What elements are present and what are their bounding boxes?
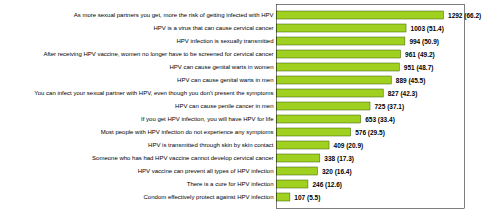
svg-text:You can infect your sexual par: You can infect your sexual partner with … (34, 90, 273, 96)
svg-text:HPV vaccine can prevent all ty: HPV vaccine can prevent all types of HPV… (138, 168, 274, 174)
svg-text:There is a cure for HPV infect: There is a cure for HPV infection (187, 181, 274, 187)
svg-text:Someone who has had HPV vaccin: Someone who has had HPV vaccine cannot d… (92, 155, 273, 161)
svg-text:HPV can cause genital warts in: HPV can cause genital warts in women (169, 64, 273, 70)
svg-text:951 (48.7): 951 (48.7) (404, 64, 434, 72)
svg-text:If you get HPV infection, you: If you get HPV infection, you will have … (141, 116, 274, 122)
svg-text:HPV can cause penile cancer in: HPV can cause penile cancer in men (175, 103, 273, 109)
svg-text:725 (37.1): 725 (37.1) (375, 103, 405, 111)
svg-text:653 (33.4): 653 (33.4) (365, 116, 395, 124)
svg-text:409 (20.9): 409 (20.9) (334, 142, 364, 150)
svg-text:HPV is a virus that can cause: HPV is a virus that can cause cervical c… (153, 25, 273, 31)
svg-text:HPV can cause genital warts in: HPV can cause genital warts in men (177, 77, 273, 83)
svg-text:827 (42.3): 827 (42.3) (388, 90, 418, 98)
svg-text:1292 (66.2): 1292 (66.2) (448, 11, 482, 19)
svg-text:HPV is transmitted through ski: HPV is transmitted through skin by skin … (148, 142, 274, 148)
svg-text:1003 (51.4): 1003 (51.4) (411, 25, 444, 33)
svg-text:107 (5.5): 107 (5.5) (294, 194, 320, 202)
svg-text:338 (17.3): 338 (17.3) (324, 155, 354, 163)
svg-text:994 (50.9): 994 (50.9) (409, 38, 439, 46)
svg-text:320 (16.4): 320 (16.4) (322, 168, 352, 176)
svg-text:246 (12.6): 246 (12.6) (312, 181, 342, 189)
svg-text:576 (29.5): 576 (29.5) (355, 129, 385, 137)
svg-text:As more sexual partners you ge: As more sexual partners you get, more th… (74, 12, 274, 18)
svg-text:HPV infection is sexually tran: HPV infection is sexually transmitted (176, 38, 273, 44)
svg-text:Condom effectively protect aga: Condom effectively protect against HPV i… (144, 194, 274, 200)
svg-text:After receiving HPV vaccine, w: After receiving HPV vaccine, women no lo… (43, 51, 273, 57)
svg-text:889 (45.5): 889 (45.5) (396, 77, 426, 85)
svg-text:Most people with HPV infection: Most people with HPV infection do not ex… (101, 129, 274, 135)
svg-text:961 (49.2): 961 (49.2) (405, 51, 435, 59)
